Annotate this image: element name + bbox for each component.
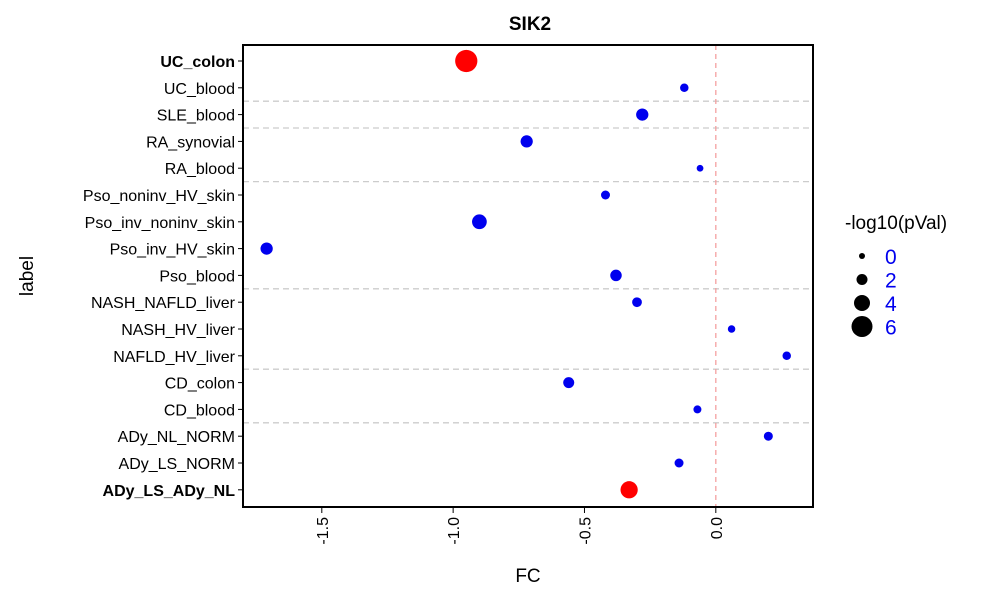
y-tick-label: Pso_blood — [159, 268, 235, 285]
legend-label: 0 — [885, 246, 897, 269]
y-axis-title: label — [17, 256, 38, 296]
x-tick-label: -0.5 — [577, 517, 594, 545]
x-tick-label: -1.5 — [315, 517, 332, 545]
data-point — [763, 431, 773, 441]
legend-label: 6 — [885, 317, 897, 340]
y-tick-label: SLE_blood — [157, 108, 235, 125]
y-tick-label: Pso_inv_noninv_skin — [85, 215, 235, 232]
plot-panel-border — [242, 44, 814, 508]
data-point — [727, 325, 736, 333]
y-tick-label: CD_blood — [164, 402, 235, 419]
x-axis-ticks: -1.5 -1.0 -0.5 0.0 — [315, 507, 726, 545]
data-point — [696, 164, 704, 172]
y-tick-label: RA_blood — [165, 161, 235, 178]
data-point — [455, 49, 478, 73]
y-tick-label: ADy_NL_NORM — [118, 429, 235, 446]
y-tick-label: ADy_LS_ADy_NL — [103, 483, 236, 500]
legend-label: 4 — [885, 293, 897, 316]
data-point — [632, 297, 642, 308]
data-point — [636, 108, 649, 121]
y-tick-label: CD_colon — [165, 376, 235, 393]
y-tick-label: NASH_NAFLD_liver — [91, 295, 236, 312]
y-tick-label: NASH_HV_liver — [121, 322, 235, 339]
legend-title: -log10(pVal) — [845, 213, 947, 234]
data-point — [610, 269, 622, 282]
y-tick-label: Pso_inv_HV_skin — [110, 242, 235, 259]
legend-size-marker — [859, 253, 865, 259]
y-tick-label: UC_colon — [160, 54, 235, 71]
data-point — [674, 458, 684, 468]
data-point — [782, 351, 791, 361]
data-point — [620, 481, 638, 499]
data-points — [260, 49, 791, 499]
legend-size-marker — [856, 274, 868, 285]
legend-label: 2 — [885, 270, 897, 293]
data-point — [563, 377, 575, 389]
legend-size-marker — [851, 316, 873, 337]
data-point — [693, 405, 702, 414]
y-tick-label: RA_synovial — [146, 134, 235, 151]
chart-title: SIK2 — [509, 14, 551, 35]
data-point — [472, 214, 487, 230]
y-tick-label: ADy_LS_NORM — [119, 456, 235, 473]
y-tick-label: Pso_noninv_HV_skin — [83, 188, 235, 205]
x-tick-label: -1.0 — [446, 517, 463, 545]
y-tick-label: UC_blood — [164, 81, 235, 98]
data-point — [260, 242, 273, 255]
x-axis-title: FC — [515, 566, 540, 587]
y-tick-label: NAFLD_HV_liver — [113, 349, 235, 366]
data-point — [600, 190, 610, 200]
y-tick-labels: UC_colon UC_blood SLE_blood RA_synovial RA_b… — [83, 54, 243, 500]
legend-size-marker — [854, 295, 870, 311]
x-tick-label: 0.0 — [709, 517, 726, 539]
separator-lines — [243, 100, 813, 424]
data-point — [520, 135, 533, 148]
data-point — [680, 83, 689, 93]
